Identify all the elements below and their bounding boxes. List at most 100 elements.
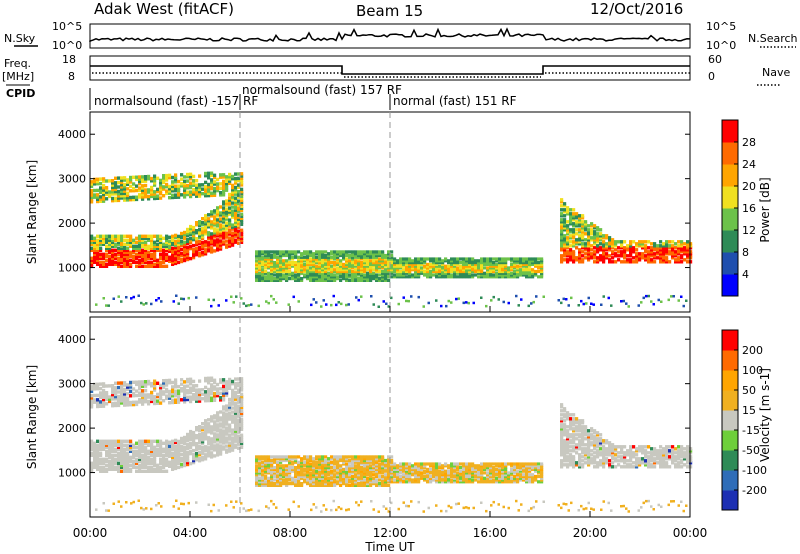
heatmap-cell bbox=[531, 269, 535, 274]
heatmap-cell bbox=[222, 445, 226, 449]
heatmap-cell bbox=[318, 469, 322, 473]
heatmap-cell bbox=[240, 425, 244, 429]
heatmap-cell bbox=[516, 264, 520, 268]
heatmap-cell bbox=[237, 190, 241, 194]
heatmap-cell bbox=[414, 261, 418, 265]
heatmap-cell bbox=[123, 449, 127, 453]
heatmap-cell bbox=[480, 269, 484, 274]
heatmap-cell bbox=[309, 457, 313, 461]
heatmap-cell bbox=[417, 262, 421, 266]
heatmap-cell bbox=[261, 474, 265, 479]
heatmap-cell bbox=[96, 467, 100, 471]
heatmap-cell bbox=[210, 248, 214, 252]
heatmap-cell bbox=[207, 430, 211, 434]
heatmap-cell bbox=[566, 242, 570, 246]
heatmap-cell bbox=[138, 258, 142, 262]
heatmap-cell bbox=[270, 262, 274, 266]
heatmap-cell bbox=[129, 469, 133, 473]
heatmap-cell bbox=[240, 178, 244, 183]
heatmap-cell bbox=[177, 393, 181, 398]
heatmap-cell bbox=[231, 430, 235, 434]
heatmap-cell bbox=[225, 203, 229, 207]
heatmap-cell bbox=[387, 261, 391, 265]
heatmap-cell bbox=[93, 387, 97, 391]
heatmap-cell bbox=[315, 457, 319, 461]
colorbar-tick-label: 24 bbox=[742, 158, 756, 171]
heatmap-cell bbox=[592, 303, 595, 306]
heatmap-cell bbox=[575, 222, 579, 226]
heatmap-cell bbox=[102, 439, 106, 443]
heatmap-cell bbox=[309, 462, 313, 466]
heatmap-cell bbox=[387, 462, 391, 466]
heatmap-cell bbox=[291, 466, 295, 470]
heatmap-cell bbox=[468, 264, 472, 268]
heatmap-cell bbox=[363, 250, 367, 254]
heatmap-cell bbox=[141, 250, 145, 254]
heatmap-cell bbox=[240, 427, 244, 431]
heatmap-cell bbox=[228, 384, 232, 388]
heatmap-cell bbox=[240, 407, 244, 411]
heatmap-cell bbox=[201, 436, 205, 440]
heatmap-cell bbox=[387, 273, 391, 277]
heatmap-cell bbox=[255, 471, 259, 475]
heatmap-cell bbox=[453, 473, 457, 477]
heatmap-cell bbox=[570, 296, 573, 300]
heatmap-cell bbox=[240, 423, 244, 427]
heatmap-cell bbox=[632, 248, 636, 252]
heatmap-cell bbox=[381, 482, 385, 486]
heatmap-cell bbox=[336, 464, 340, 468]
heatmap-cell bbox=[120, 459, 124, 463]
heatmap-cell bbox=[423, 476, 427, 480]
heatmap-cell bbox=[204, 419, 208, 423]
heatmap-cell bbox=[336, 271, 340, 275]
heatmap-cell bbox=[147, 188, 151, 192]
heatmap-cell bbox=[357, 482, 361, 486]
heatmap-cell bbox=[348, 255, 352, 259]
heatmap-cell bbox=[626, 248, 630, 252]
heatmap-cell bbox=[255, 474, 259, 479]
heatmap-cell bbox=[282, 469, 286, 473]
heatmap-cell bbox=[273, 269, 277, 274]
heatmap-cell bbox=[93, 250, 97, 254]
heatmap-cell bbox=[186, 249, 190, 254]
heatmap-cell bbox=[225, 235, 229, 239]
heatmap-cell bbox=[195, 190, 199, 194]
nsky-label: N.Sky bbox=[4, 32, 36, 45]
heatmap-cell bbox=[159, 180, 163, 185]
heatmap-cell bbox=[195, 436, 199, 440]
heatmap-cell bbox=[159, 260, 163, 264]
heatmap-cell bbox=[381, 278, 385, 282]
heatmap-cell bbox=[288, 474, 292, 479]
heatmap-cell bbox=[366, 255, 370, 259]
heatmap-cell bbox=[247, 304, 250, 307]
heatmap-cell bbox=[306, 460, 310, 464]
heatmap-cell bbox=[360, 252, 364, 256]
heatmap-cell bbox=[468, 269, 472, 274]
heatmap-cell bbox=[363, 455, 367, 459]
heatmap-cell bbox=[138, 382, 142, 386]
heatmap-cell bbox=[105, 234, 109, 238]
heatmap-cell bbox=[135, 236, 139, 240]
heatmap-cell bbox=[99, 443, 103, 447]
heatmap-cell bbox=[111, 390, 115, 395]
heatmap-cell bbox=[345, 469, 349, 473]
heatmap-cell bbox=[117, 465, 121, 469]
heatmap-cell bbox=[141, 240, 145, 244]
heatmap-cell bbox=[234, 212, 238, 216]
heatmap-cell bbox=[141, 397, 145, 402]
heatmap-cell bbox=[396, 264, 400, 268]
heatmap-cell bbox=[189, 399, 193, 404]
heatmap-cell bbox=[240, 433, 244, 437]
heatmap-cell bbox=[237, 235, 241, 239]
heatmap-cell bbox=[312, 462, 316, 466]
heatmap-cell bbox=[384, 462, 388, 466]
heatmap-cell bbox=[222, 202, 226, 206]
heatmap-cell bbox=[405, 271, 409, 275]
heatmap-cell bbox=[324, 253, 328, 258]
heatmap-cell bbox=[375, 262, 379, 266]
heatmap-cell bbox=[264, 252, 268, 256]
heatmap-cell bbox=[462, 273, 466, 277]
heatmap-cell bbox=[474, 269, 478, 274]
heatmap-cell bbox=[225, 188, 229, 192]
